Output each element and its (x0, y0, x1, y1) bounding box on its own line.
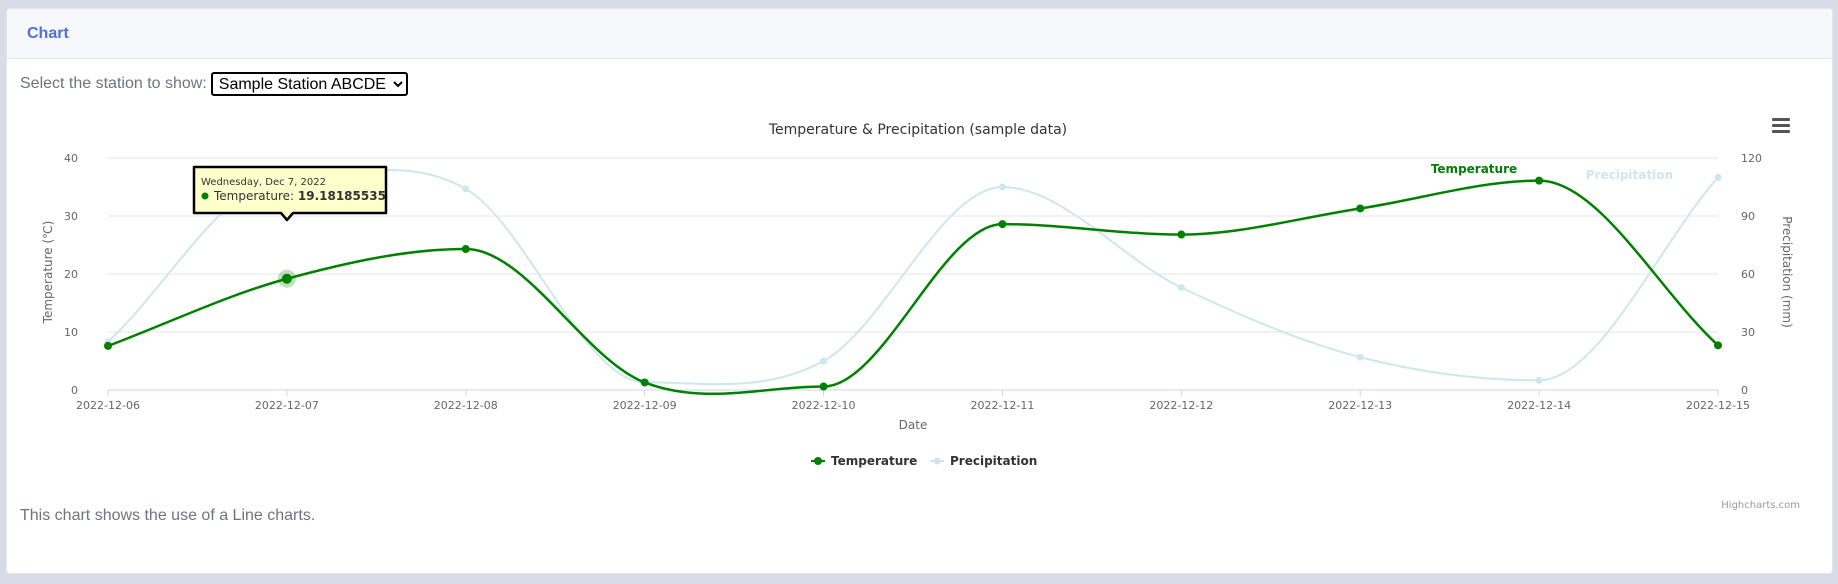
tooltip-series-name: Temperature (213, 189, 290, 203)
y-tick-label: 20 (64, 268, 78, 281)
temperature-point[interactable] (281, 273, 292, 284)
y2-tick-label: 30 (1741, 326, 1755, 339)
x-axis: 2022-12-06 2022-12-07 2022-12-08 2022-12-09… (76, 389, 1750, 412)
y-tick-label: 30 (64, 210, 78, 223)
y-axis-right-label: Precipitation (mm) (1780, 216, 1794, 328)
legend: Temperature Precipitation (811, 454, 1037, 468)
temperature-point[interactable] (640, 378, 649, 387)
x-tick-label: 2022-12-06 (76, 399, 140, 412)
precipitation-point[interactable] (1535, 376, 1543, 384)
y-axis-left: 0 10 20 30 40 (64, 152, 78, 397)
legend-label-temperature: Temperature (831, 454, 917, 468)
x-axis-label: Date (899, 418, 928, 432)
legend-label-precipitation: Precipitation (950, 454, 1037, 468)
precipitation-point[interactable] (1714, 173, 1722, 181)
x-tick-label: 2022-12-12 (1149, 399, 1213, 412)
card-title: Chart (27, 24, 69, 42)
hamburger-menu-icon-bar (1772, 130, 1790, 133)
precipitation-point[interactable] (1177, 284, 1185, 292)
precipitation-series-label: Precipitation (1586, 168, 1673, 182)
legend-item-precipitation[interactable]: Precipitation (930, 454, 1037, 468)
credits-link[interactable]: Highcharts.com (1721, 500, 1800, 511)
chart-caption: This chart shows the use of a Line chart… (20, 507, 316, 524)
temperature-point[interactable] (819, 382, 828, 391)
precipitation-point[interactable] (998, 183, 1006, 191)
x-tick-label: 2022-12-11 (970, 399, 1034, 412)
y-axis-left-label: Temperature (℃) (41, 221, 55, 325)
x-tick-label: 2022-12-08 (434, 399, 498, 412)
chart-card: Chart (6, 8, 1833, 574)
temperature-line (107, 179, 1719, 396)
y-tick-label: 40 (64, 152, 78, 165)
tooltip-date: Wednesday, Dec 7, 2022 (201, 177, 326, 188)
chart-title: Temperature & Precipitation (sample data… (768, 122, 1067, 138)
x-tick-label: 2022-12-14 (1507, 399, 1571, 412)
card-header: Chart (7, 9, 1832, 59)
y2-tick-label: 90 (1741, 210, 1755, 223)
tooltip-series-dot (201, 192, 209, 200)
temperature-point[interactable] (1714, 341, 1722, 350)
temperature-point[interactable] (1535, 176, 1544, 185)
temperature-series-label: Temperature (1431, 162, 1517, 176)
hamburger-menu-icon (1772, 118, 1790, 121)
precipitation-point[interactable] (1356, 353, 1364, 361)
station-label: Select the station to show: (20, 75, 207, 92)
tooltip-separator: : (290, 189, 298, 203)
grid-lines (108, 157, 1718, 333)
y-tick-label: 0 (71, 384, 78, 397)
precipitation-point[interactable] (462, 185, 470, 193)
y-axis-right: 0 30 60 90 120 (1741, 152, 1762, 397)
temperature-point[interactable] (104, 341, 112, 350)
hamburger-menu-icon-bar (1772, 124, 1790, 127)
y-tick-label: 10 (64, 326, 78, 339)
temperature-point[interactable] (998, 220, 1007, 229)
temperature-point[interactable] (1177, 230, 1186, 239)
x-tick-label: 2022-12-15 (1686, 399, 1750, 412)
svg-text:Temperature: 19.18185535: Temperature: 19.18185535 (213, 189, 386, 203)
y2-tick-label: 60 (1741, 268, 1755, 281)
x-tick-label: 2022-12-10 (792, 399, 856, 412)
legend-item-temperature[interactable]: Temperature (811, 454, 917, 468)
x-tick-label: 2022-12-13 (1328, 399, 1392, 412)
x-tick-label: 2022-12-09 (613, 399, 677, 412)
temperature-point[interactable] (461, 245, 470, 254)
temperature-point[interactable] (1356, 204, 1365, 213)
chart-menu-button[interactable] (1772, 118, 1790, 134)
tooltip: Wednesday, Dec 7, 2022 Temperature: 19.1… (192, 165, 388, 222)
tooltip-value: 19.18185535 (298, 189, 386, 203)
station-selector: Select the station to show: Sample Stati… (20, 72, 408, 96)
station-select[interactable]: Sample Station ABCDE (210, 72, 408, 96)
y2-tick-label: 120 (1741, 152, 1762, 165)
x-tick-label: 2022-12-07 (255, 399, 319, 412)
y2-tick-label: 0 (1741, 384, 1748, 397)
precipitation-point[interactable] (820, 357, 828, 365)
